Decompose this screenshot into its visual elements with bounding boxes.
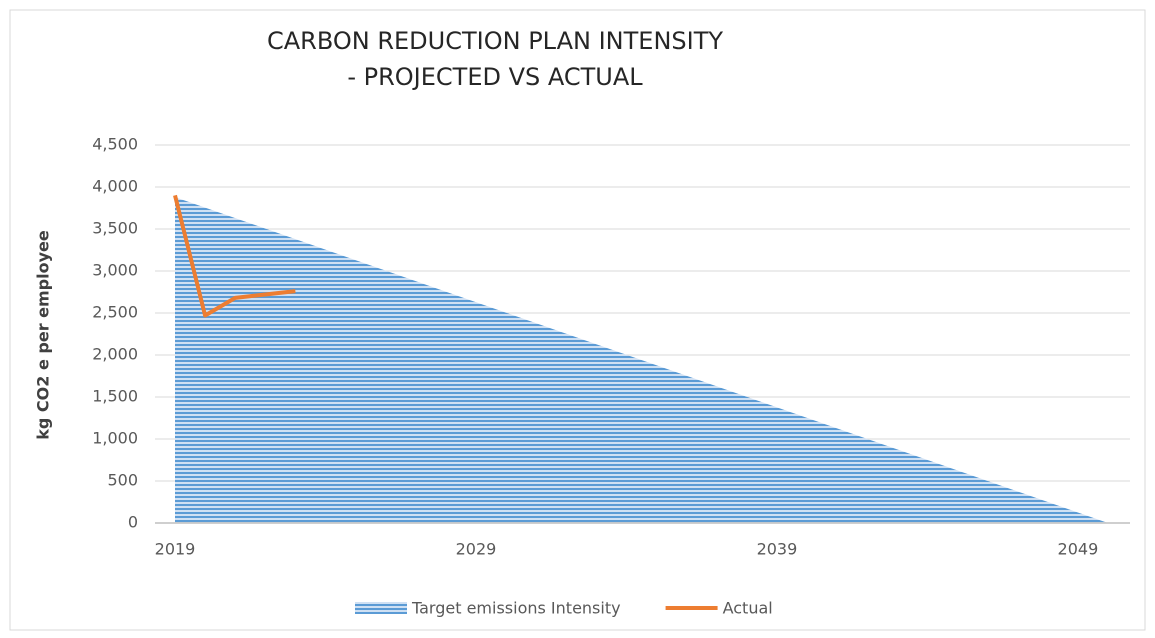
x-tick-label: 2029 [456, 540, 497, 559]
y-tick-label: 0 [128, 513, 138, 532]
x-tick-label: 2049 [1058, 540, 1099, 559]
y-tick-label: 1,000 [92, 429, 138, 448]
y-tick-label: 2,500 [92, 303, 138, 322]
legend-label: Actual [723, 599, 773, 618]
y-tick-label: 2,000 [92, 345, 138, 364]
x-tick-label: 2039 [757, 540, 798, 559]
x-tick-label: 2019 [155, 540, 196, 559]
y-tick-label: 4,000 [92, 177, 138, 196]
line [173, 194, 296, 318]
y-tick-label: 500 [107, 471, 138, 490]
legend-label: Target emissions Intensity [411, 599, 621, 618]
chart-title: CARBON REDUCTION PLAN INTENSITY [267, 27, 723, 55]
y-tick-label: 3,000 [92, 261, 138, 280]
legend-swatch [355, 602, 407, 614]
y-axis-label: kg CO2 e per employee [34, 230, 53, 440]
y-tick-label: 3,500 [92, 219, 138, 238]
y-tick-label: 1,500 [92, 387, 138, 406]
area [175, 197, 1108, 523]
y-tick-label: 4,500 [92, 135, 138, 154]
chart-title: - PROJECTED VS ACTUAL [347, 63, 643, 91]
